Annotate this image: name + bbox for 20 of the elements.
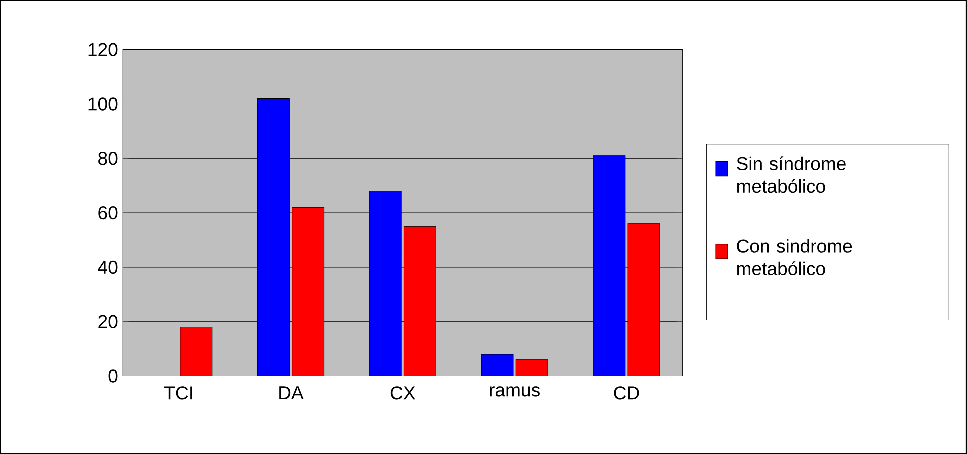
y-tick-label: 80 bbox=[98, 152, 118, 166]
bar bbox=[516, 360, 548, 376]
y-tick-label: 0 bbox=[108, 370, 118, 383]
x-tick-label: TCI bbox=[164, 386, 192, 400]
x-tick-label: ramus bbox=[490, 386, 540, 397]
y-tick-label: 20 bbox=[98, 315, 118, 328]
y-tick-label: 120 bbox=[88, 43, 118, 56]
y-tick-label: 40 bbox=[98, 260, 118, 274]
y-tick-label: 100 bbox=[88, 98, 118, 111]
bar bbox=[257, 98, 290, 376]
y-tick-label: 60 bbox=[98, 206, 118, 220]
legend-label: Sin síndrome metabólico bbox=[737, 156, 846, 194]
x-tick-label: CD bbox=[614, 386, 640, 400]
legend-label: Con sindrome metabólico bbox=[737, 239, 852, 276]
bar bbox=[481, 354, 514, 376]
x-tick-label: DA bbox=[280, 386, 304, 400]
bar bbox=[369, 190, 402, 376]
bar bbox=[593, 156, 626, 376]
bar bbox=[180, 327, 213, 376]
x-tick-label: CX bbox=[390, 386, 416, 400]
